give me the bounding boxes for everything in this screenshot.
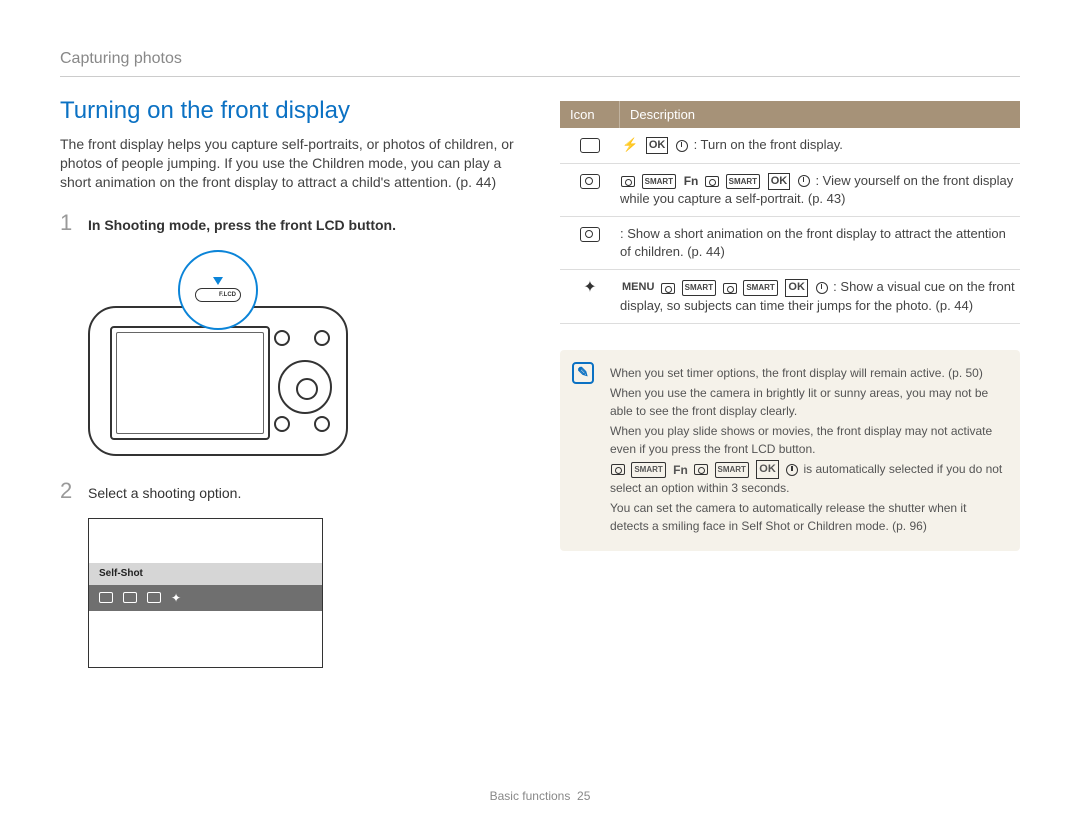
nav-ring-icon — [278, 360, 332, 414]
step-1-text: In Shooting mode, press the front LCD bu… — [88, 217, 396, 233]
children-icon — [580, 227, 600, 242]
row-1-text: : Turn on the front display. — [694, 137, 843, 152]
step-1: 1 In Shooting mode, press the front LCD … — [60, 210, 520, 236]
front-display-icon — [580, 138, 600, 153]
header-description: Description — [620, 101, 1020, 128]
camera-mode-icon — [705, 176, 719, 187]
ok-icon: OK — [646, 137, 669, 154]
step-2-text: Select a shooting option. — [88, 485, 241, 501]
menu-icon: MENU — [622, 280, 654, 295]
callout-arrow-icon — [213, 277, 223, 285]
camera-button-icon — [314, 330, 330, 346]
option-screen-illustration: Self-Shot ✦ — [88, 518, 323, 668]
camera-illustration: F.LCD — [88, 250, 520, 456]
table-row: ✦ MENU SMART SMART OK : Show a visual cu… — [560, 270, 1020, 323]
camera-mode-icon — [723, 283, 737, 294]
ok-icon: OK — [785, 279, 808, 296]
jump-icon: ✦ — [583, 280, 596, 314]
note-4: SMART Fn SMART OK is automatically selec… — [610, 460, 1006, 497]
front-lcd-button-label: F.LCD — [195, 288, 241, 302]
ok-icon: OK — [768, 173, 791, 190]
description-table: Icon Description ⚡ OK : Turn on the fron… — [560, 101, 1020, 324]
smart-icon: SMART — [726, 174, 760, 189]
footer-section: Basic functions — [490, 789, 571, 803]
camera-mode-icon — [621, 176, 635, 187]
smart-icon: SMART — [715, 462, 749, 478]
camera-screen-inner — [116, 332, 264, 434]
row-3-text: : Show a short animation on the front di… — [620, 226, 1006, 259]
smart-icon: SMART — [743, 280, 777, 295]
row-2-text: : View yourself on the front display whi… — [620, 173, 1013, 206]
mode-icon — [99, 592, 113, 603]
timer-icon — [786, 464, 798, 476]
flash-icon: ⚡ — [622, 136, 638, 154]
option-label: Self-Shot — [89, 563, 322, 585]
camera-mode-icon — [661, 283, 675, 294]
mode-icon — [123, 592, 137, 603]
right-column: Icon Description ⚡ OK : Turn on the fron… — [560, 97, 1020, 668]
table-row: SMART Fn SMART OK : View yourself on the… — [560, 164, 1020, 217]
smart-icon: SMART — [682, 280, 716, 295]
table-row: ⚡ OK : Turn on the front display. — [560, 128, 1020, 164]
fn-icon: Fn — [673, 461, 688, 479]
section-heading: Turning on the front display — [60, 97, 520, 125]
note-1: When you set timer options, the front di… — [610, 364, 1006, 382]
left-column: Turning on the front display The front d… — [60, 97, 520, 668]
self-shot-icon — [580, 174, 600, 189]
table-row: : Show a short animation on the front di… — [560, 217, 1020, 270]
note-icon: ✎ — [572, 362, 594, 384]
timer-icon — [798, 175, 810, 187]
ok-icon: OK — [756, 460, 779, 479]
smart-icon: SMART — [642, 174, 676, 189]
camera-button-icon — [274, 416, 290, 432]
note-2: When you use the camera in brightly lit … — [610, 384, 1006, 420]
table-header: Icon Description — [560, 101, 1020, 128]
note-box: ✎ When you set timer options, the front … — [560, 350, 1020, 551]
footer-page: 25 — [577, 789, 590, 803]
smart-icon: SMART — [631, 462, 665, 478]
callout-circle: F.LCD — [178, 250, 258, 330]
mode-icon — [147, 592, 161, 603]
timer-icon — [816, 282, 828, 294]
option-icon-row: ✦ — [89, 585, 322, 611]
camera-mode-icon — [694, 464, 708, 475]
note-4-text: is automatically selected if you do not … — [610, 462, 1002, 495]
breadcrumb: Capturing photos — [60, 50, 1020, 77]
step-2-number: 2 — [60, 478, 78, 504]
camera-mode-icon — [611, 464, 625, 475]
camera-button-icon — [274, 330, 290, 346]
step-1-number: 1 — [60, 210, 78, 236]
timer-icon — [676, 140, 688, 152]
jump-mode-icon: ✦ — [171, 591, 181, 605]
header-icon: Icon — [560, 101, 620, 128]
step-2: 2 Select a shooting option. — [60, 478, 520, 504]
intro-paragraph: The front display helps you capture self… — [60, 135, 520, 192]
camera-button-icon — [314, 416, 330, 432]
note-3: When you play slide shows or movies, the… — [610, 422, 1006, 458]
note-5: You can set the camera to automatically … — [610, 499, 1006, 535]
page-footer: Basic functions 25 — [0, 789, 1080, 803]
fn-icon: Fn — [684, 173, 699, 190]
